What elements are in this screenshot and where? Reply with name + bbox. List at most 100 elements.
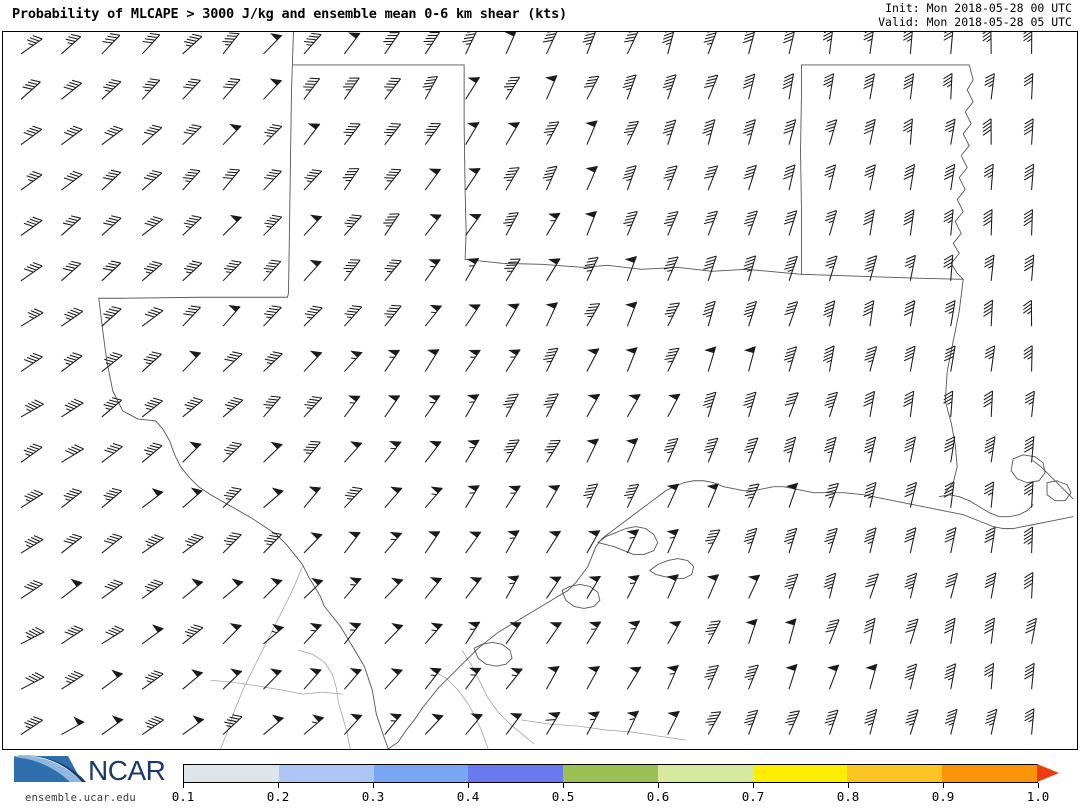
wind-barb	[20, 672, 45, 690]
wind-barb	[141, 260, 163, 282]
wind-barb	[944, 300, 956, 327]
wind-barb	[1023, 481, 1034, 508]
wind-barb	[505, 713, 523, 735]
wind-barb	[623, 120, 639, 145]
wind-barb	[623, 210, 638, 236]
wind-barb	[703, 437, 719, 463]
wind-barb	[824, 482, 839, 508]
wind-barb	[182, 533, 204, 554]
wind-barb	[465, 304, 481, 327]
wind-barb	[1023, 32, 1033, 54]
wind-barb	[263, 532, 282, 554]
wind-barb	[903, 300, 916, 327]
wind-barb	[465, 621, 481, 645]
wind-barb	[903, 32, 913, 54]
wind-barb	[943, 254, 954, 281]
wind-barb	[222, 214, 243, 236]
wind-barb	[182, 260, 203, 282]
colorbar-tick-label-0: 0.1	[171, 789, 195, 804]
wind-barb	[742, 32, 756, 55]
wind-barb	[983, 390, 994, 417]
wind-barb	[303, 486, 322, 509]
wind-barb	[222, 78, 241, 100]
wind-barb	[783, 32, 795, 55]
wind-barb	[182, 624, 204, 645]
wind-barb	[343, 214, 362, 236]
wind-barb	[863, 390, 876, 418]
wind-barb	[141, 397, 163, 418]
wind-barb	[743, 527, 758, 554]
colorbar-tick-label-6: 0.7	[741, 789, 765, 804]
wind-barb	[546, 258, 561, 282]
colorbar-tick-mark-0	[183, 783, 185, 788]
wind-barb	[343, 77, 360, 100]
wind-barb	[343, 531, 361, 554]
wind-barb	[743, 346, 756, 372]
map-plot-area[interactable]	[2, 31, 1078, 750]
wind-barb	[141, 32, 161, 55]
wind-barb	[984, 617, 995, 644]
colorbar-tick-mark-2	[373, 783, 375, 788]
wind-barb	[903, 73, 915, 100]
wind-barb	[586, 575, 601, 599]
wind-barb	[303, 532, 323, 554]
wind-barb	[863, 436, 877, 463]
wind-barb	[465, 713, 483, 735]
wind-barb	[101, 33, 121, 55]
wind-barb	[744, 437, 759, 463]
wind-barb	[101, 260, 122, 282]
wind-barb	[424, 531, 441, 554]
wind-barb	[182, 215, 202, 236]
wind-barb	[704, 346, 717, 372]
wind-barb	[504, 258, 521, 282]
wind-barb	[703, 74, 719, 100]
wind-barb	[182, 487, 203, 509]
wind-barb	[586, 393, 601, 418]
wind-barb	[465, 531, 482, 554]
colorbar-tick-mark-1	[278, 783, 280, 788]
wind-barb	[384, 531, 403, 554]
wind-barb	[824, 210, 838, 236]
wind-barb	[943, 209, 954, 236]
wind-barb	[744, 483, 760, 508]
wind-barb	[424, 667, 442, 690]
wind-barb	[984, 436, 996, 463]
wind-barb	[263, 169, 282, 191]
colorbar-tick-label-1: 0.2	[266, 789, 290, 804]
colorbar-band-0	[184, 765, 279, 782]
wind-barb	[943, 436, 956, 463]
wind-barb	[343, 259, 361, 282]
wind-barb	[702, 119, 716, 145]
coastline-florida-panhandle	[1032, 460, 1074, 500]
wind-barb	[424, 214, 442, 236]
boundary-la-ms-vertical	[944, 278, 964, 402]
wind-barb	[141, 216, 164, 236]
wind-barb	[424, 259, 441, 282]
wind-barb	[944, 345, 956, 372]
wind-barb	[944, 708, 958, 735]
wind-barb	[626, 574, 640, 599]
wind-barb	[943, 32, 954, 54]
wind-barb	[303, 396, 323, 418]
wind-barb	[863, 209, 875, 236]
wind-barb	[904, 527, 917, 554]
wind-barb	[141, 170, 163, 191]
wind-barb	[222, 123, 242, 146]
wind-barb	[626, 394, 641, 418]
ncar-logo[interactable]: NCAR ensemble.ucar.edu	[8, 752, 168, 808]
wind-barb	[747, 574, 761, 599]
wind-barb	[343, 486, 363, 509]
wind-barb	[141, 670, 164, 690]
wind-barb	[61, 215, 82, 236]
wind-barb	[343, 123, 361, 146]
wind-barb	[424, 622, 443, 645]
wind-barb	[943, 163, 956, 191]
wind-barb	[20, 489, 44, 509]
wind-barb	[101, 306, 122, 327]
wind-barb	[222, 578, 244, 599]
wind-barb	[822, 32, 833, 55]
ncar-logo-url[interactable]: ensemble.ucar.edu	[25, 792, 136, 804]
wind-barb	[61, 79, 82, 100]
colorbar[interactable]: 0.1 0.2 0.3 0.4 0.5 0.6 0.7 0.8 0.9 1.0	[172, 764, 1063, 808]
wind-barb	[465, 168, 481, 191]
